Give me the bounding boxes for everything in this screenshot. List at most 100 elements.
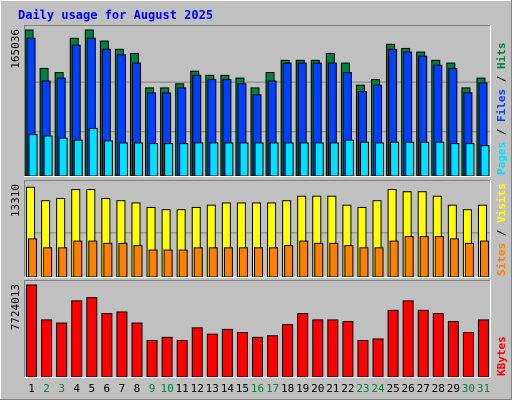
sites-bar xyxy=(269,247,279,278)
sites-bar xyxy=(118,242,128,278)
x-tick-label: 19 xyxy=(296,382,309,395)
x-tick-label: 10 xyxy=(160,382,173,395)
sites-bar xyxy=(223,247,233,278)
kbytes-bar xyxy=(297,313,309,378)
legend-visits: Visits xyxy=(495,183,508,223)
kbytes-bar xyxy=(372,338,384,378)
x-tick-label: 23 xyxy=(356,382,369,395)
legend-sep: / xyxy=(495,122,508,142)
pages-bar xyxy=(43,135,53,177)
x-tick-label: 20 xyxy=(311,382,324,395)
x-tick-label: 2 xyxy=(43,382,50,395)
pages-bar xyxy=(239,142,249,177)
pages-bar xyxy=(420,141,430,177)
kbytes-axis-max-label: 7724013 xyxy=(9,284,22,330)
x-tick-label: 3 xyxy=(58,382,65,395)
sites-bar xyxy=(314,242,324,278)
sites-bar xyxy=(73,240,83,278)
sites-bar xyxy=(344,245,354,278)
sites-bar xyxy=(359,247,369,278)
pages-bar xyxy=(344,139,354,177)
kbytes-bar xyxy=(71,300,83,378)
sites-bar xyxy=(43,247,53,278)
sites-bar xyxy=(299,240,309,278)
kbytes-bar xyxy=(176,340,188,378)
x-tick-label: 12 xyxy=(191,382,204,395)
kbytes-bar xyxy=(402,300,414,378)
pages-bar xyxy=(329,142,339,177)
x-tick-label: 21 xyxy=(326,382,339,395)
sites-bar xyxy=(404,236,414,278)
x-tick-label: 7 xyxy=(119,382,126,395)
pages-bar xyxy=(58,137,68,177)
pages-bar xyxy=(164,143,174,177)
pages-bar xyxy=(314,142,324,177)
sites-bar xyxy=(254,247,263,278)
pages-bar xyxy=(254,142,264,177)
kbytes-bar xyxy=(267,335,279,378)
pages-bar xyxy=(73,139,83,177)
sites-bar xyxy=(374,247,384,278)
x-tick-label: 9 xyxy=(149,382,156,395)
kbytes-bar xyxy=(462,332,474,378)
pages-bar xyxy=(103,140,113,177)
sites-bar xyxy=(28,238,38,278)
kbytes-bar xyxy=(236,332,248,378)
x-tick-label: 26 xyxy=(402,382,415,395)
kbytes-bar xyxy=(161,336,173,378)
pages-bar xyxy=(465,143,475,177)
sites-bar xyxy=(464,242,474,278)
kbytes-bar xyxy=(432,313,444,378)
legend-kbytes: KBytes xyxy=(495,336,508,376)
kbytes-bar xyxy=(116,311,128,378)
hits-axis-max-label: 165036 xyxy=(9,29,22,69)
pages-bar xyxy=(450,143,460,177)
visits-panel-legend: Sites / Visits xyxy=(495,183,508,276)
x-tick-label: 24 xyxy=(371,382,385,395)
x-tick-label: 27 xyxy=(417,382,430,395)
sites-bar xyxy=(148,249,158,278)
sites-bar xyxy=(208,247,218,278)
x-tick-label: 5 xyxy=(88,382,95,395)
kbytes-bar xyxy=(131,322,143,378)
kbytes-bar xyxy=(146,340,158,378)
pages-bar xyxy=(359,141,369,177)
sites-bar xyxy=(389,240,399,278)
sites-bar xyxy=(163,249,173,278)
pages-bar xyxy=(375,142,385,177)
sites-bar xyxy=(193,247,203,278)
x-tick-label: 31 xyxy=(477,382,490,395)
visits-axis-max-label: 13310 xyxy=(9,184,22,217)
pages-bar xyxy=(149,143,159,177)
kbytes-bar xyxy=(26,284,38,378)
sites-bar xyxy=(284,245,294,278)
x-tick-label: 29 xyxy=(447,382,460,395)
sites-bar xyxy=(419,236,429,278)
sites-bar xyxy=(329,242,339,278)
pages-bar xyxy=(390,141,400,177)
pages-bar xyxy=(179,143,189,177)
sites-bar xyxy=(434,236,444,278)
kbytes-bar xyxy=(191,327,203,378)
x-tick-label: 14 xyxy=(221,382,235,395)
x-tick-label: 30 xyxy=(462,382,475,395)
sites-bar xyxy=(133,245,143,278)
x-tick-label: 6 xyxy=(104,382,111,395)
pages-bar xyxy=(269,142,279,177)
kbytes-bar xyxy=(252,336,263,378)
x-tick-label: 25 xyxy=(386,382,399,395)
sites-bar xyxy=(88,240,98,278)
pages-bar xyxy=(405,141,415,177)
kbytes-panel-legend: KBytes xyxy=(495,336,508,376)
legend-sites: Sites xyxy=(495,243,508,276)
sites-bar xyxy=(238,247,248,278)
sites-bar xyxy=(58,247,68,278)
x-tick-label: 18 xyxy=(281,382,294,395)
kbytes-bar xyxy=(327,319,339,378)
pages-bar xyxy=(480,145,490,177)
x-tick-label: 17 xyxy=(266,382,279,395)
pages-bar xyxy=(194,142,204,177)
hits-panel-legend: Pages / Files / Hits xyxy=(495,43,508,176)
x-tick-label: 13 xyxy=(206,382,219,395)
kbytes-bar xyxy=(357,340,369,378)
